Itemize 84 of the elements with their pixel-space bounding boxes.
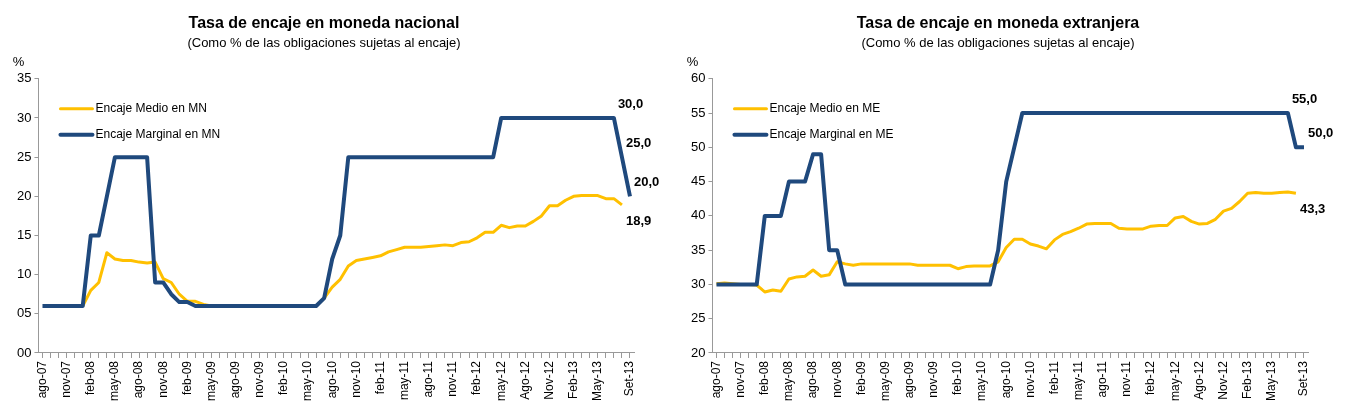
y-tick-label: 30 <box>690 276 706 292</box>
legend-label: Encaje Marginal en MN <box>95 127 221 142</box>
x-tick-label: Nov-12 <box>1215 360 1230 400</box>
x-tick-label: ago-10 <box>324 360 339 399</box>
data-label: 20,0 <box>633 173 660 189</box>
x-tick-label: nov-09 <box>926 360 941 398</box>
x-tick-label: ago-07 <box>708 360 723 399</box>
y-tick-label: 00 <box>16 344 32 360</box>
x-tick-label: feb-12 <box>469 360 484 396</box>
x-tick-label: feb-10 <box>950 360 965 396</box>
x-tick-label: May-13 <box>1264 360 1279 401</box>
x-tick-label: may-12 <box>1167 360 1182 401</box>
x-tick-label: may-10 <box>974 360 989 401</box>
x-tick-label: Ago-12 <box>517 360 532 400</box>
x-tick-label: ago-08 <box>805 360 820 399</box>
x-tick-label: nov-08 <box>155 360 170 398</box>
x-tick-label: Ago-12 <box>1191 360 1206 400</box>
y-tick-label: 25 <box>16 148 32 164</box>
x-tick-label: feb-09 <box>853 360 868 396</box>
x-tick-label: Set-13 <box>1296 360 1311 397</box>
chart-subtitle: (Como % de las obligaciones sujetas al encaje) <box>187 34 461 50</box>
data-label: 43,3 <box>1299 200 1326 216</box>
data-label: 30,0 <box>617 95 644 111</box>
x-tick-label: Feb-13 <box>565 360 580 400</box>
x-tick-label: may-09 <box>877 360 892 401</box>
y-axis-title: % <box>686 53 699 69</box>
y-tick-label: 55 <box>690 104 706 120</box>
y-tick-label: 05 <box>16 305 32 321</box>
x-tick-label: Feb-13 <box>1239 360 1254 400</box>
x-tick-label: feb-08 <box>757 360 772 396</box>
x-tick-label: may-10 <box>300 360 315 401</box>
x-tick-label: feb-12 <box>1143 360 1158 396</box>
x-tick-label: nov-09 <box>252 360 267 398</box>
x-tick-label: nov-07 <box>58 360 73 398</box>
x-tick-label: nov-10 <box>348 360 363 398</box>
y-tick-label: 20 <box>16 187 32 203</box>
y-tick-label: 50 <box>690 138 706 154</box>
y-tick-label: 60 <box>690 70 706 86</box>
y-tick-label: 15 <box>16 227 32 243</box>
x-tick-label: Set-13 <box>622 360 637 397</box>
y-tick-label: 35 <box>690 241 706 257</box>
data-label: 25,0 <box>625 134 652 150</box>
legend-label: Encaje Marginal en ME <box>769 127 894 142</box>
x-tick-label: may-11 <box>396 360 411 401</box>
x-tick-label: ago-08 <box>131 360 146 399</box>
y-tick-label: 40 <box>690 207 706 223</box>
x-tick-label: ago-11 <box>1095 360 1110 398</box>
x-tick-label: may-09 <box>203 360 218 401</box>
legend-label: Encaje Medio en ME <box>769 101 881 116</box>
data-label: 50,0 <box>1307 124 1334 140</box>
x-tick-label: may-08 <box>107 360 122 401</box>
x-tick-label: nov-07 <box>732 360 747 398</box>
x-tick-label: nov-11 <box>445 360 460 397</box>
x-tick-label: may-12 <box>493 360 508 401</box>
data-label: 18,9 <box>625 212 652 228</box>
legend-label: Encaje Medio en MN <box>95 101 207 116</box>
x-tick-label: feb-10 <box>276 360 291 396</box>
x-tick-label: Nov-12 <box>541 360 556 400</box>
x-tick-label: ago-10 <box>998 360 1013 399</box>
chart-title: Tasa de encaje en moneda nacional <box>188 14 460 32</box>
y-axis-title: % <box>12 53 25 69</box>
x-tick-label: nov-08 <box>829 360 844 398</box>
data-label: 55,0 <box>1291 90 1318 106</box>
x-tick-label: feb-11 <box>372 360 387 395</box>
x-tick-label: feb-11 <box>1046 360 1061 395</box>
x-tick-label: ago-09 <box>901 360 916 399</box>
chart-subtitle: (Como % de las obligaciones sujetas al encaje) <box>861 34 1135 50</box>
x-tick-label: may-08 <box>781 360 796 401</box>
y-tick-label: 20 <box>690 344 706 360</box>
x-tick-label: nov-10 <box>1022 360 1037 398</box>
chart-title: Tasa de encaje en moneda extranjera <box>856 14 1140 32</box>
y-tick-label: 30 <box>16 109 32 125</box>
x-tick-label: feb-08 <box>83 360 98 396</box>
x-tick-label: ago-07 <box>34 360 49 399</box>
x-tick-label: May-13 <box>590 360 605 401</box>
x-tick-label: feb-09 <box>179 360 194 396</box>
x-tick-label: nov-11 <box>1119 360 1134 397</box>
x-tick-label: may-11 <box>1070 360 1085 401</box>
x-tick-label: ago-09 <box>227 360 242 399</box>
y-tick-label: 45 <box>690 173 706 189</box>
y-tick-label: 25 <box>690 310 706 326</box>
y-tick-label: 10 <box>16 266 32 282</box>
x-tick-label: ago-11 <box>421 360 436 398</box>
y-tick-label: 35 <box>16 70 32 86</box>
